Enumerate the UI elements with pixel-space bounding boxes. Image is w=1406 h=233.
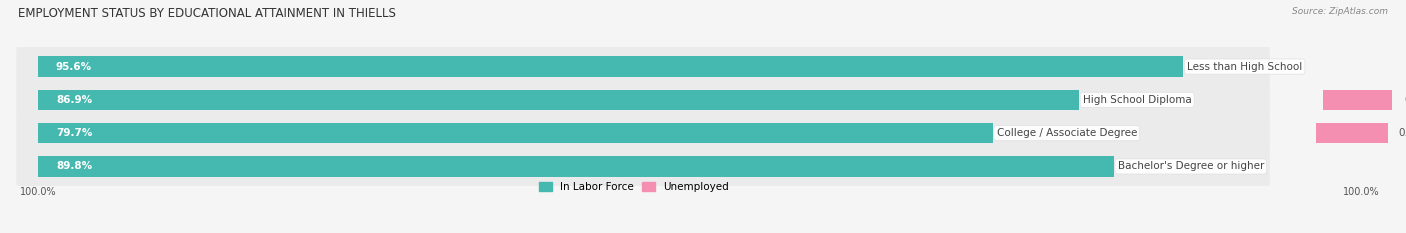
Text: Less than High School: Less than High School [1187, 62, 1302, 72]
Text: College / Associate Degree: College / Associate Degree [997, 128, 1137, 138]
Text: 100.0%: 100.0% [20, 187, 56, 197]
Text: EMPLOYMENT STATUS BY EDUCATIONAL ATTAINMENT IN THIELLS: EMPLOYMENT STATUS BY EDUCATIONAL ATTAINM… [18, 7, 396, 20]
FancyBboxPatch shape [17, 75, 1270, 124]
Text: 86.9%: 86.9% [56, 95, 93, 105]
FancyBboxPatch shape [17, 109, 1270, 158]
Bar [38, 156, 1114, 177]
Bar [38, 56, 1184, 77]
Text: 79.7%: 79.7% [56, 128, 93, 138]
Legend: In Labor Force, Unemployed: In Labor Force, Unemployed [540, 182, 728, 192]
Text: 0.0%: 0.0% [1398, 128, 1406, 138]
Text: 89.8%: 89.8% [56, 161, 93, 171]
Text: Bachelor's Degree or higher: Bachelor's Degree or higher [1118, 161, 1264, 171]
Text: Source: ZipAtlas.com: Source: ZipAtlas.com [1292, 7, 1388, 16]
Bar [38, 89, 1080, 110]
Text: 100.0%: 100.0% [1343, 187, 1379, 197]
Text: 0.0%: 0.0% [1405, 95, 1406, 105]
FancyBboxPatch shape [17, 142, 1270, 191]
Bar [1316, 123, 1388, 144]
FancyBboxPatch shape [17, 42, 1270, 91]
Bar [38, 123, 993, 144]
Bar [1323, 89, 1395, 110]
Text: High School Diploma: High School Diploma [1083, 95, 1191, 105]
Text: 95.6%: 95.6% [56, 62, 93, 72]
